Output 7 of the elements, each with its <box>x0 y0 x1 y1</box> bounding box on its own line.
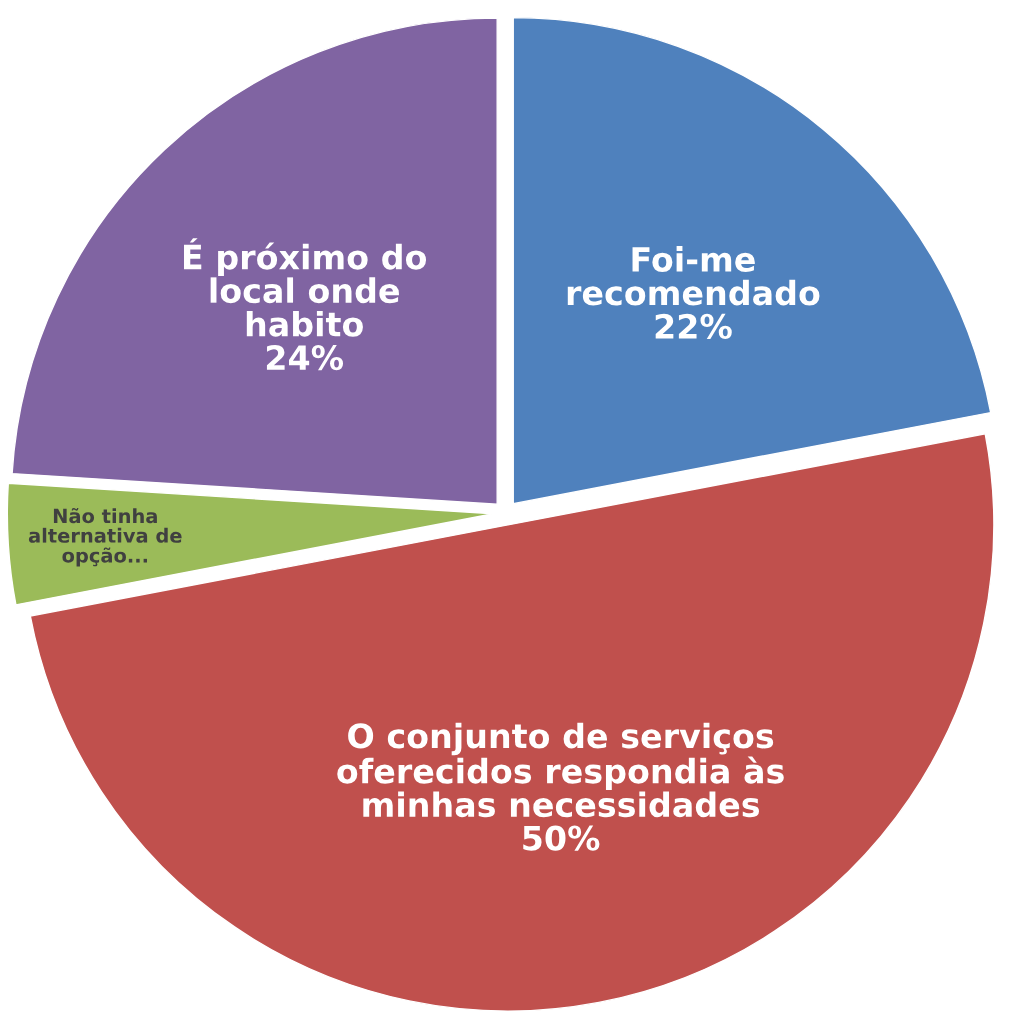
data-label: 24% <box>266 345 344 371</box>
data-label: 50% <box>523 825 600 851</box>
slice-label: Foi-me recomendado <box>567 246 820 306</box>
data-label: 22% <box>655 313 732 339</box>
slice-label: É próximo do local onde habito <box>184 238 427 337</box>
slice-label: Não tinha alternativa de opção... <box>28 507 182 567</box>
slice-label: O conjunto de serviços oferecidos respondia às minhas necessidades <box>337 722 784 818</box>
